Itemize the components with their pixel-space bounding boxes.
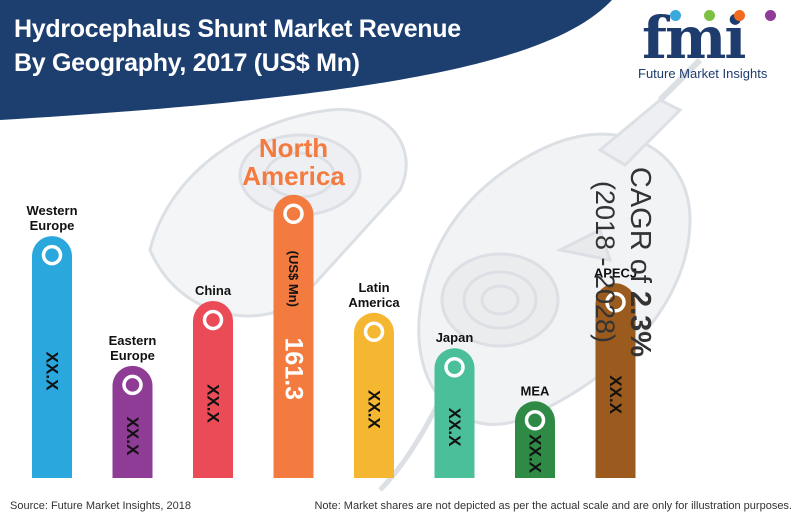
category-label-0: Western Europe <box>26 203 77 233</box>
category-label-line: Japan <box>436 330 474 345</box>
title-line-2: By Geography, 2017 (US$ Mn) <box>14 49 360 77</box>
footer: Source: Future Market Insights, 2018 Not… <box>0 498 800 517</box>
category-label-line: MEA <box>521 383 551 398</box>
value-label-1: XX.X <box>123 417 142 456</box>
header-band <box>0 0 612 120</box>
logo-wordmark: fmi <box>642 4 746 72</box>
category-label-1: Eastern Europe <box>109 333 157 363</box>
category-label-line: America <box>348 295 400 310</box>
bar-3 <box>273 194 314 479</box>
bar-marker-1 <box>122 374 143 396</box>
bar-base-2 <box>193 458 233 478</box>
value-label-6: XX.X <box>526 434 545 473</box>
value-unit-label: (US$ Mn) <box>286 251 301 307</box>
cagr-line: CAGR of 2.3% <box>622 132 658 392</box>
bar-base-6 <box>515 458 555 478</box>
logo-dot-4 <box>765 10 776 21</box>
value-label-3: 161.3 <box>280 338 308 401</box>
fmi-logo: fmi Future Market Insights <box>618 4 796 86</box>
bar-0 <box>32 236 72 478</box>
cagr-value: 2.3% <box>624 290 656 358</box>
category-label-6: MEA <box>521 383 551 398</box>
value-label-7: XX.X <box>606 375 625 414</box>
bar-2 <box>193 301 233 478</box>
category-label-line: North <box>259 133 328 163</box>
category-label-5: Japan <box>436 330 474 345</box>
bar-marker-6 <box>524 410 546 431</box>
bar-marker-3 <box>283 203 304 225</box>
bar-1 <box>112 365 153 478</box>
category-label-line: Europe <box>110 348 155 363</box>
category-label-line: Western <box>26 203 77 218</box>
category-label-line: Eastern <box>109 333 157 348</box>
note-text: Note: Market shares are not depicted as … <box>314 500 792 512</box>
bar-7 <box>595 283 636 478</box>
cagr-prefix: CAGR of <box>624 166 656 291</box>
category-label-3: North America <box>242 133 345 191</box>
category-label-7: APECJ <box>594 265 637 280</box>
logo-dot-1 <box>670 10 681 21</box>
category-label-line: China <box>195 283 232 298</box>
value-label-0: XX.X <box>43 352 62 391</box>
bar-5 <box>434 348 475 478</box>
category-label-4: Latin America <box>348 280 400 310</box>
cagr-period: (2018 - 2028) <box>590 180 620 344</box>
bar-base-4 <box>354 458 394 478</box>
bar-base-0 <box>32 458 72 478</box>
value-label-2: XX.X <box>204 384 223 423</box>
bar-4 <box>354 312 394 478</box>
bar-marker-7 <box>605 292 626 313</box>
bar-base-7 <box>595 458 636 478</box>
bar-base-5 <box>434 458 475 478</box>
source-text: Source: Future Market Insights, 2018 <box>10 500 191 512</box>
bar-marker-4 <box>363 321 385 343</box>
bar-base-1 <box>112 458 153 478</box>
value-label-5: XX.X <box>445 408 464 447</box>
value-label-4: XX.X <box>365 390 384 429</box>
cagr-callout: CAGR of 2.3% (2018 - 2028) <box>582 132 658 392</box>
logo-dot-3 <box>734 10 745 21</box>
page-title: Hydrocephalus Shunt Market Revenue By Ge… <box>14 12 461 80</box>
title-line-1: Hydrocephalus Shunt Market Revenue <box>14 15 461 43</box>
logo-dot-2 <box>704 10 715 21</box>
category-label-2: China <box>195 283 232 298</box>
bar-marker-5 <box>444 356 465 378</box>
bar-marker-0 <box>41 244 63 266</box>
bar-marker-2 <box>202 309 224 331</box>
category-label-line: Latin <box>358 280 389 295</box>
logo-tagline: Future Market Insights <box>638 66 768 81</box>
category-label-line: Europe <box>30 218 75 233</box>
category-label-line: America <box>242 161 345 191</box>
category-label-line: APECJ <box>594 265 637 280</box>
bar-base-3 <box>273 458 314 478</box>
